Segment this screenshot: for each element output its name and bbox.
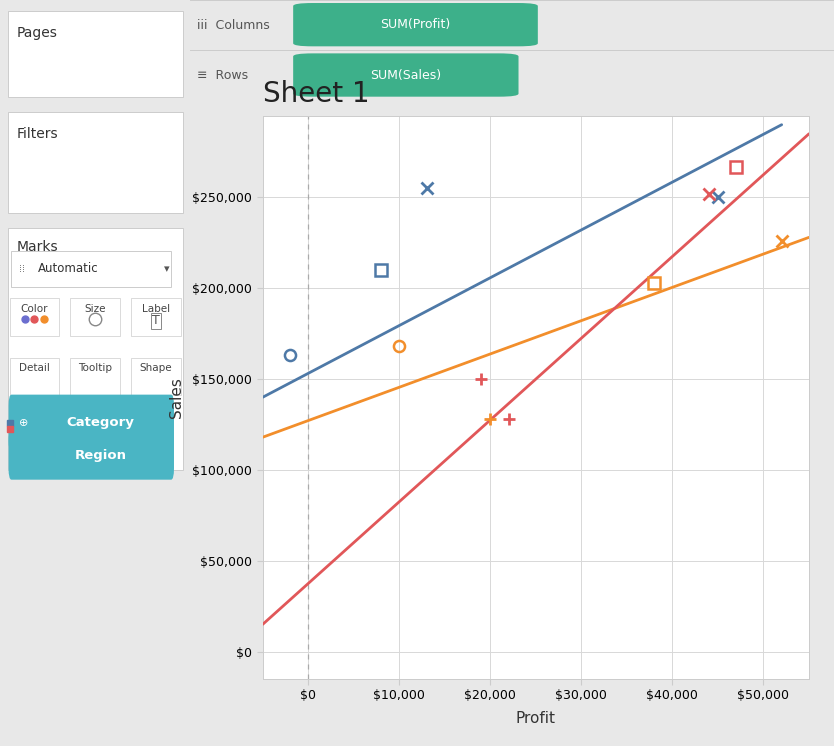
Text: SUM(Sales): SUM(Sales) (370, 69, 441, 81)
Text: Category: Category (67, 416, 135, 430)
Text: Marks: Marks (18, 240, 58, 254)
FancyBboxPatch shape (294, 54, 519, 97)
FancyBboxPatch shape (8, 430, 174, 480)
FancyBboxPatch shape (131, 298, 181, 336)
Text: T: T (152, 314, 160, 327)
FancyBboxPatch shape (8, 112, 183, 213)
Text: Tooltip: Tooltip (78, 363, 112, 373)
Text: Detail: Detail (19, 363, 50, 373)
X-axis label: Profit: Profit (516, 711, 555, 726)
Text: Pages: Pages (18, 26, 58, 40)
FancyBboxPatch shape (9, 298, 59, 336)
FancyBboxPatch shape (8, 11, 183, 97)
Text: ▾: ▾ (163, 264, 169, 274)
Text: Color: Color (21, 304, 48, 313)
FancyBboxPatch shape (70, 298, 120, 336)
Text: ⁞⁞: ⁞⁞ (19, 264, 25, 274)
FancyBboxPatch shape (8, 395, 174, 451)
FancyBboxPatch shape (9, 358, 59, 395)
FancyBboxPatch shape (8, 228, 183, 470)
Text: Label: Label (142, 304, 170, 313)
Text: SUM(Profit): SUM(Profit) (380, 18, 450, 31)
Text: iii  Columns: iii Columns (197, 19, 269, 31)
Text: ≡  Rows: ≡ Rows (197, 69, 248, 82)
Text: Filters: Filters (18, 127, 58, 141)
Text: Automatic: Automatic (38, 263, 98, 275)
Text: Region: Region (75, 448, 127, 462)
Text: Shape: Shape (139, 363, 173, 373)
FancyBboxPatch shape (12, 251, 171, 287)
FancyBboxPatch shape (131, 358, 181, 395)
Text: Size: Size (84, 304, 106, 313)
FancyBboxPatch shape (70, 358, 120, 395)
FancyBboxPatch shape (294, 3, 538, 46)
Y-axis label: Sales: Sales (169, 377, 184, 418)
Text: ⊕: ⊕ (19, 418, 28, 428)
Text: Sheet 1: Sheet 1 (263, 80, 369, 107)
